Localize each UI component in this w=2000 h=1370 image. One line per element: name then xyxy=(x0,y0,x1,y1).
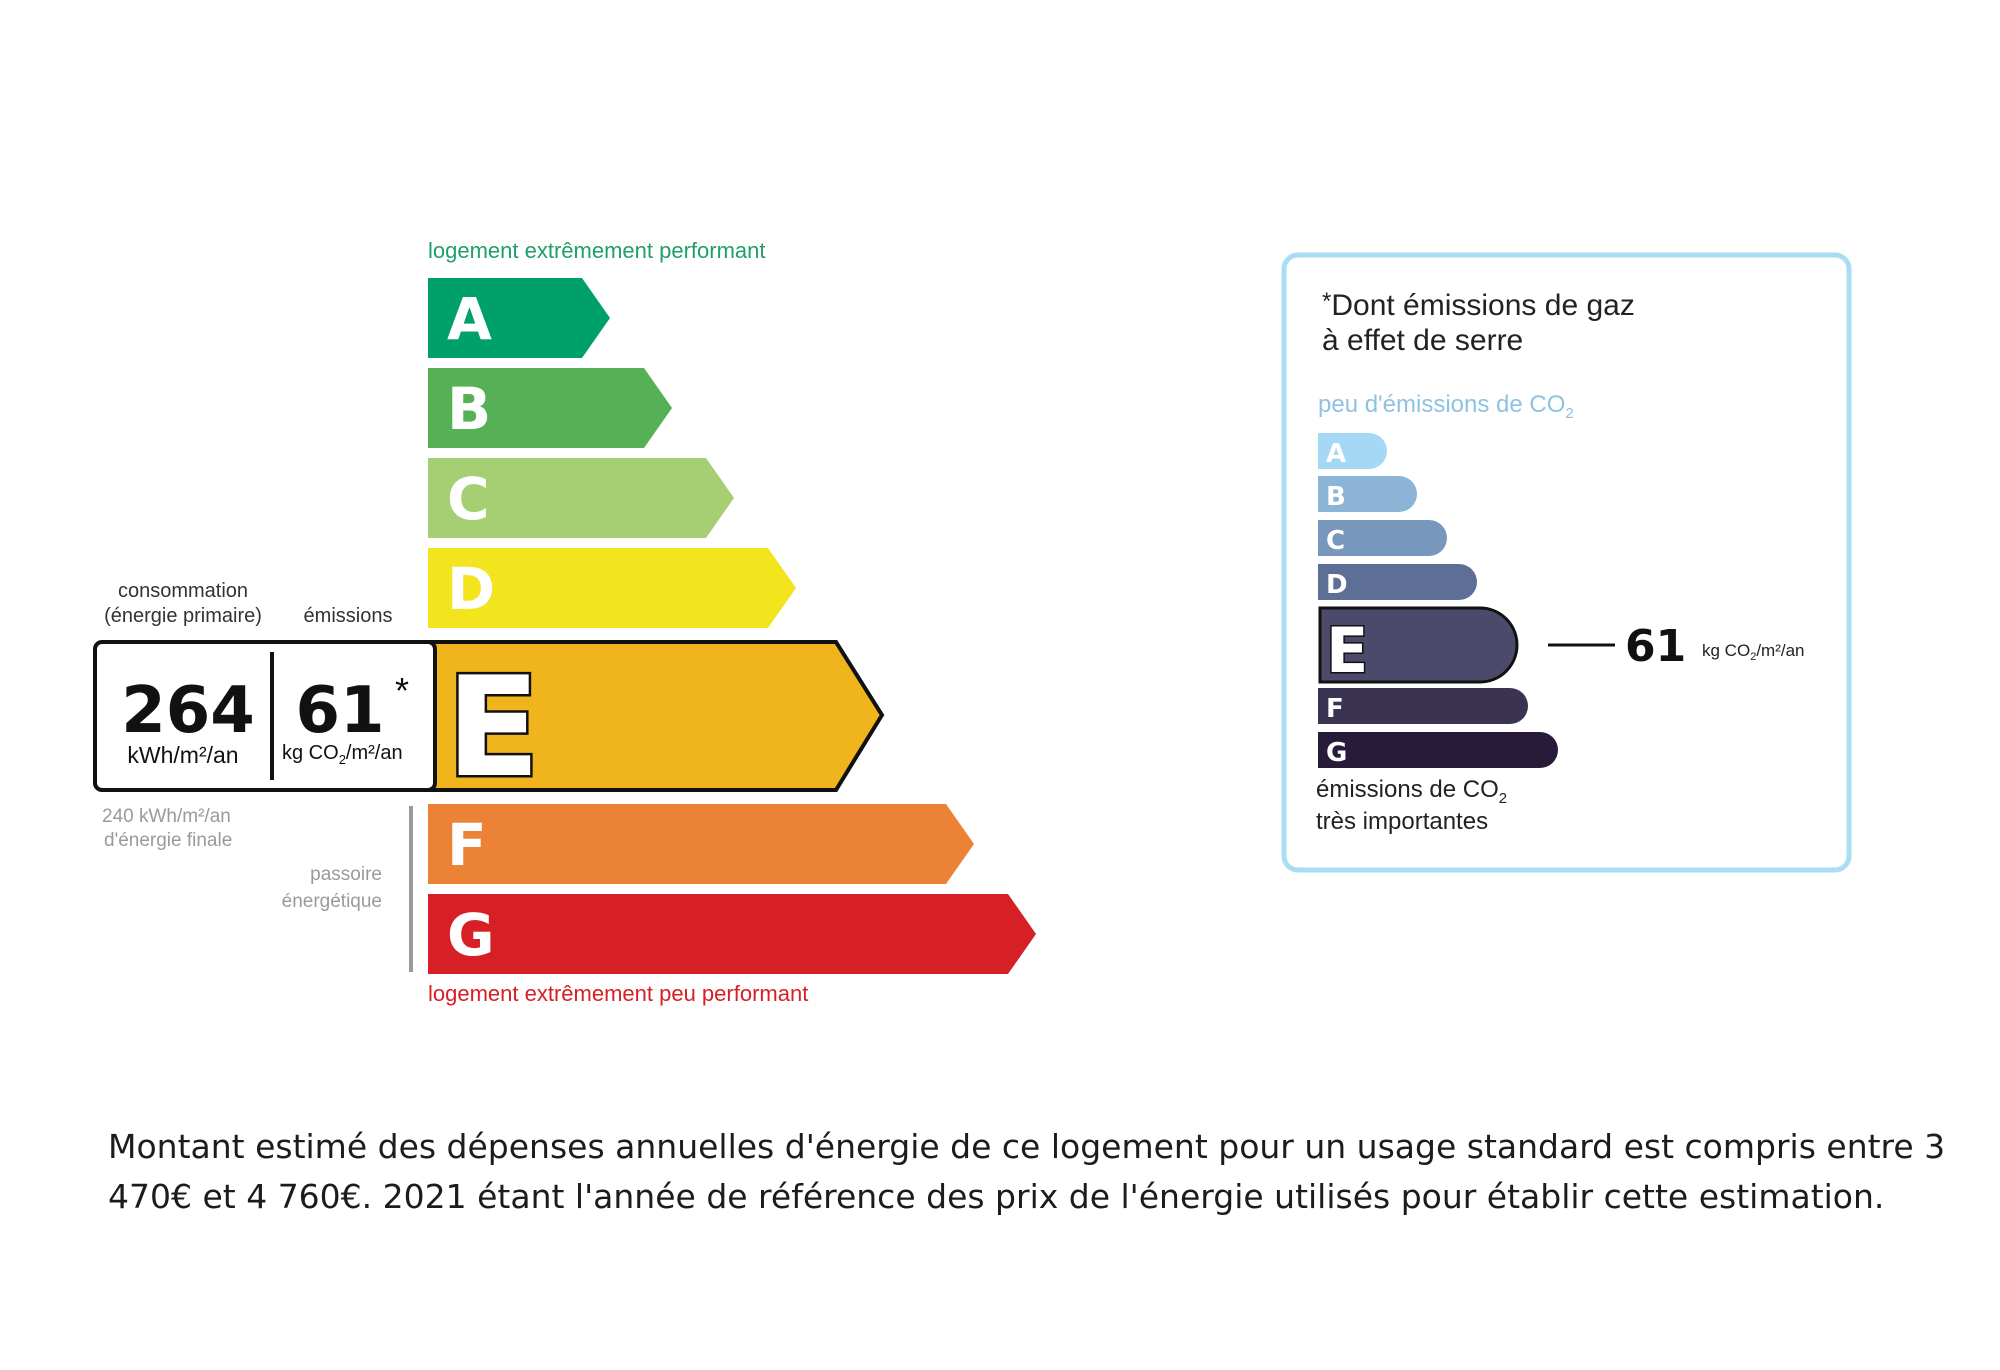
energy-class-c: C xyxy=(428,458,734,538)
emissions-unit: kg CO2/m²/an xyxy=(282,742,403,767)
consumption-header: consommation xyxy=(118,580,248,602)
energy-class-f-letter: F xyxy=(447,811,487,879)
consumption-subheader: (énergie primaire) xyxy=(104,605,262,627)
ges-class-c-letter: C xyxy=(1326,526,1345,556)
energy-class-c-letter: C xyxy=(447,465,490,533)
ges-class-b: B xyxy=(1318,476,1417,512)
energy-class-b-letter: B xyxy=(447,375,491,443)
ges-class-f-letter: F xyxy=(1326,694,1344,724)
emissions-header: émissions xyxy=(304,605,393,627)
passoire-label-2: énergétique xyxy=(282,891,382,912)
ges-title-line-2: à effet de serre xyxy=(1322,324,1523,357)
ges-class-c: C xyxy=(1318,520,1447,556)
ges-class-d-letter: D xyxy=(1326,570,1348,600)
emissions-value: 61 xyxy=(295,674,384,748)
final-energy-label: d'énergie finale xyxy=(104,830,232,851)
estimated-cost-text: Montant estimé des dépenses annuelles d'… xyxy=(108,1127,1946,1216)
energy-class-a: A xyxy=(428,278,610,358)
energy-class-d: D xyxy=(428,548,796,628)
ges-class-g-letter: G xyxy=(1326,738,1347,768)
ges-class-a-letter: A xyxy=(1326,439,1346,469)
ges-class-f: F xyxy=(1318,688,1528,724)
energy-class-g-letter: G xyxy=(447,901,495,969)
ges-top-label: peu d'émissions de CO2 xyxy=(1318,391,1574,422)
energy-class-e-current: E xyxy=(428,640,885,811)
consumption-unit: kWh/m²/an xyxy=(127,742,238,768)
energy-class-b: B xyxy=(428,368,672,448)
ges-class-e-letter: E xyxy=(1326,614,1368,687)
ges-bottom-label-1: émissions de CO2 xyxy=(1316,776,1507,807)
final-energy-value: 240 kWh/m²/an xyxy=(102,806,231,827)
energy-class-f: F xyxy=(428,804,974,884)
ges-bottom-label-2: très importantes xyxy=(1316,808,1488,835)
energy-top-label: logement extrêmement performant xyxy=(428,238,766,263)
energy-class-d-letter: D xyxy=(447,555,495,623)
ges-class-e-current: E xyxy=(1318,606,1519,689)
ges-class-a: A xyxy=(1318,433,1387,469)
ges-title-line-1: *Dont émissions de gaz xyxy=(1322,288,1635,322)
energy-class-a-letter: A xyxy=(447,285,492,353)
emissions-asterisk: * xyxy=(395,670,409,711)
ges-class-b-letter: B xyxy=(1326,482,1346,512)
consumption-value: 264 xyxy=(121,674,255,748)
energy-class-g: G xyxy=(428,894,1036,974)
ges-label: *Dont émissions de gaz à effet de serre … xyxy=(1281,252,1852,873)
energy-bottom-label: logement extrêmement peu performant xyxy=(428,981,808,1006)
energy-class-e-letter: E xyxy=(446,647,540,808)
passoire-label-1: passoire xyxy=(310,864,382,885)
ges-value: 61 xyxy=(1625,621,1686,672)
ges-unit: kg CO2/m²/an xyxy=(1702,641,1805,663)
ges-class-d: D xyxy=(1318,564,1477,600)
ges-class-g: G xyxy=(1318,732,1558,768)
energy-label: logement extrêmement performant A B C D … xyxy=(93,238,1036,1006)
energy-value-box xyxy=(93,640,437,792)
